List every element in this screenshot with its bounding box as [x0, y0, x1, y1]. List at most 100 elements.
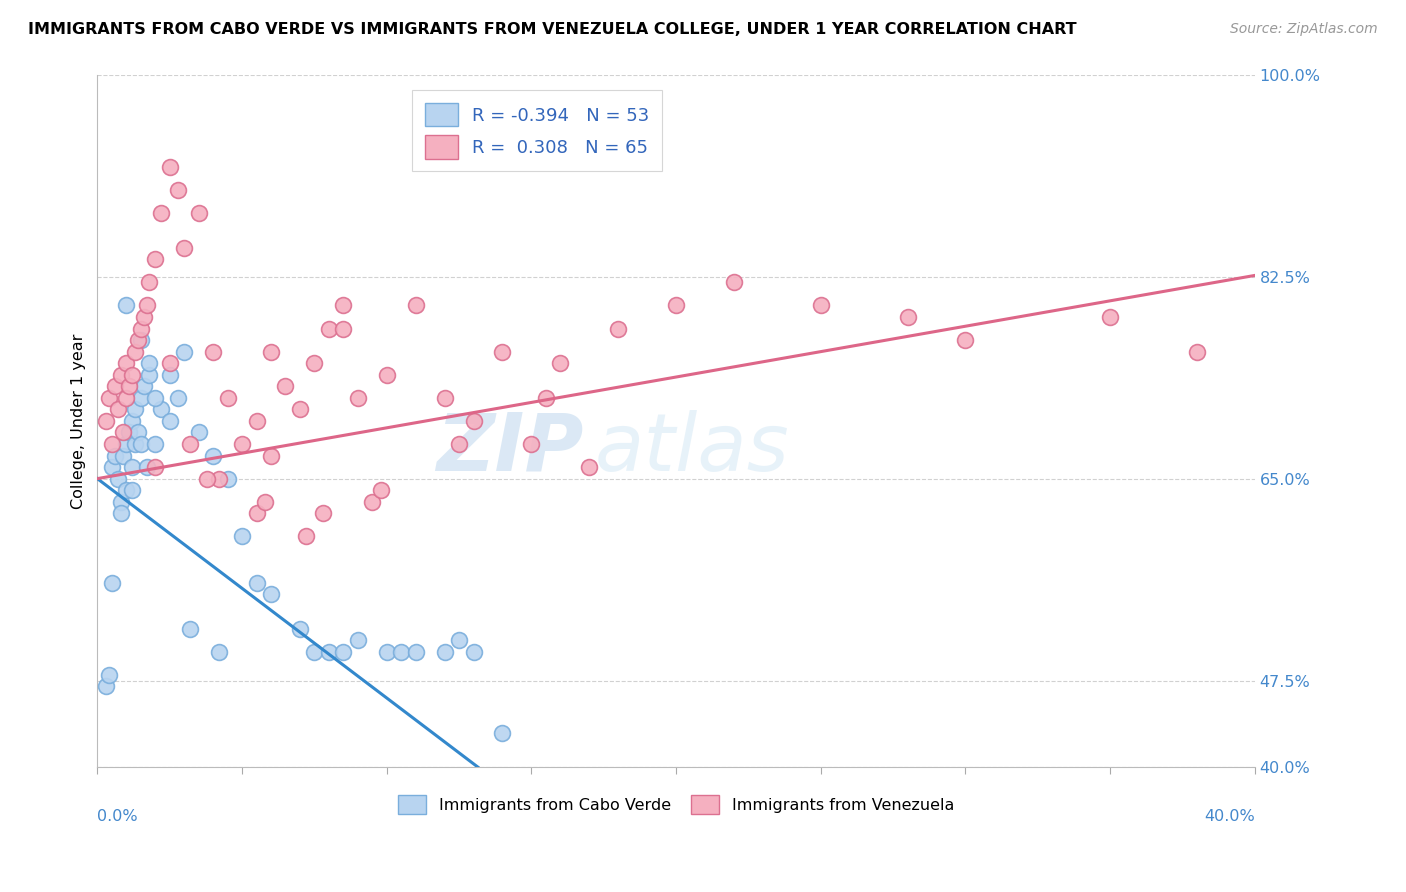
Point — [121, 414, 143, 428]
Legend: Immigrants from Cabo Verde, Immigrants from Venezuela: Immigrants from Cabo Verde, Immigrants f… — [389, 788, 963, 822]
Point — [124, 344, 146, 359]
Point — [288, 622, 311, 636]
Text: IMMIGRANTS FROM CABO VERDE VS IMMIGRANTS FROM VENEZUELA COLLEGE, UNDER 1 YEAR CO: IMMIGRANTS FROM CABO VERDE VS IMMIGRANTS… — [28, 22, 1077, 37]
Point — [723, 276, 745, 290]
Point — [361, 494, 384, 508]
Point — [217, 391, 239, 405]
Point — [115, 356, 138, 370]
Point — [107, 472, 129, 486]
Point — [101, 460, 124, 475]
Point — [97, 668, 120, 682]
Point — [143, 391, 166, 405]
Point — [332, 321, 354, 335]
Point — [138, 276, 160, 290]
Point — [208, 472, 231, 486]
Point — [202, 449, 225, 463]
Point — [245, 414, 267, 428]
Point — [167, 391, 190, 405]
Point — [127, 333, 149, 347]
Point — [107, 402, 129, 417]
Point — [534, 391, 557, 405]
Text: 0.0%: 0.0% — [97, 809, 138, 824]
Point — [607, 321, 630, 335]
Point — [375, 368, 398, 382]
Point — [135, 298, 157, 312]
Point — [129, 333, 152, 347]
Point — [332, 298, 354, 312]
Point — [143, 252, 166, 267]
Point — [254, 494, 277, 508]
Point — [955, 333, 977, 347]
Point — [312, 506, 335, 520]
Point — [115, 437, 138, 451]
Point — [463, 645, 485, 659]
Point — [121, 368, 143, 382]
Point — [110, 506, 132, 520]
Point — [1099, 310, 1122, 324]
Point — [491, 725, 513, 739]
Point — [195, 472, 218, 486]
Point — [159, 356, 181, 370]
Point — [97, 391, 120, 405]
Point — [121, 460, 143, 475]
Point — [110, 368, 132, 382]
Point — [179, 437, 201, 451]
Point — [405, 645, 427, 659]
Point — [159, 160, 181, 174]
Point — [260, 587, 283, 601]
Point — [491, 344, 513, 359]
Point — [173, 344, 195, 359]
Point — [150, 206, 173, 220]
Point — [245, 506, 267, 520]
Point — [135, 460, 157, 475]
Point — [217, 472, 239, 486]
Y-axis label: College, Under 1 year: College, Under 1 year — [72, 334, 86, 508]
Point — [370, 483, 392, 498]
Point — [449, 437, 471, 451]
Point — [288, 402, 311, 417]
Point — [143, 437, 166, 451]
Point — [304, 645, 326, 659]
Point — [112, 425, 135, 440]
Text: ZIP: ZIP — [436, 409, 583, 488]
Point — [245, 575, 267, 590]
Point — [104, 449, 127, 463]
Point — [578, 460, 600, 475]
Point — [260, 344, 283, 359]
Point — [159, 414, 181, 428]
Point — [115, 391, 138, 405]
Point — [318, 645, 340, 659]
Text: atlas: atlas — [595, 409, 790, 488]
Point — [118, 425, 141, 440]
Point — [433, 391, 456, 405]
Point — [318, 321, 340, 335]
Text: 40.0%: 40.0% — [1204, 809, 1254, 824]
Point — [104, 379, 127, 393]
Point — [129, 437, 152, 451]
Point — [132, 310, 155, 324]
Point — [110, 494, 132, 508]
Point — [346, 391, 368, 405]
Point — [346, 633, 368, 648]
Point — [405, 298, 427, 312]
Point — [449, 633, 471, 648]
Point — [550, 356, 572, 370]
Point — [665, 298, 688, 312]
Point — [124, 402, 146, 417]
Point — [101, 437, 124, 451]
Point — [138, 368, 160, 382]
Point — [129, 321, 152, 335]
Point — [304, 356, 326, 370]
Point — [159, 368, 181, 382]
Point — [274, 379, 297, 393]
Point — [143, 460, 166, 475]
Point — [138, 356, 160, 370]
Point — [112, 449, 135, 463]
Point — [231, 437, 253, 451]
Point — [127, 425, 149, 440]
Point — [94, 680, 117, 694]
Point — [231, 529, 253, 543]
Point — [167, 183, 190, 197]
Text: Source: ZipAtlas.com: Source: ZipAtlas.com — [1230, 22, 1378, 37]
Point — [129, 391, 152, 405]
